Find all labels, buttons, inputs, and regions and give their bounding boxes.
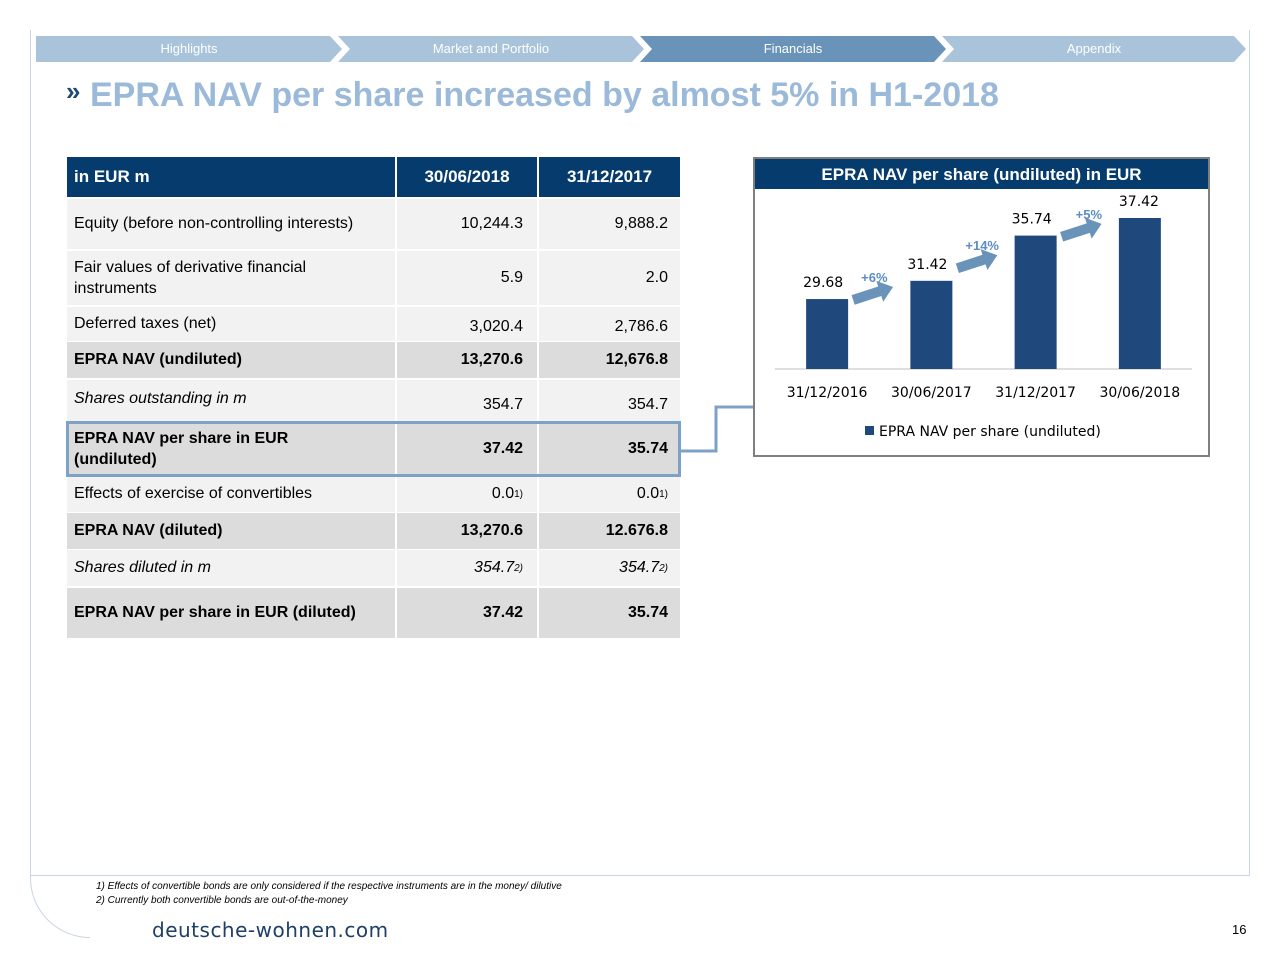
row-label: Fair values of derivative financial inst… — [67, 251, 395, 305]
row-value-2018: 3,020.4 — [397, 307, 537, 341]
value-text: 0.0 — [636, 485, 660, 502]
row-value-2018: 13,270.6 — [397, 342, 537, 378]
row-value-2017: 9,888.2 — [539, 199, 680, 249]
legend-label: EPRA NAV per share (undiluted) — [879, 424, 1101, 440]
bar-value-label: 29.68 — [803, 275, 843, 291]
growth-annotation: +5% — [1076, 207, 1103, 222]
tab-appendix[interactable]: Appendix — [942, 36, 1246, 62]
tab-shape — [338, 36, 644, 62]
page-title: EPRA NAV per share increased by almost 5… — [90, 76, 999, 114]
row-value-2018: 354.7 — [397, 380, 537, 422]
tab-financials[interactable]: Financials — [640, 36, 946, 62]
connector-line — [680, 405, 756, 453]
row-value-2018: 37.42 — [397, 424, 537, 474]
row-value-2017: 0.0 1) — [539, 476, 680, 512]
footnote-ref: 1) — [514, 488, 523, 500]
highlight-box — [66, 421, 681, 477]
value-text: 354.7 — [619, 559, 660, 576]
row-label: Effects of exercise of convertibles — [67, 476, 395, 512]
x-tick-label: 30/06/2017 — [891, 385, 972, 401]
x-tick-label: 30/06/2018 — [1100, 385, 1181, 401]
bar-value-label: 35.74 — [1012, 212, 1052, 228]
row-label: EPRA NAV (diluted) — [67, 513, 395, 549]
bar-1 — [806, 299, 849, 369]
tab-shape — [36, 36, 342, 62]
row-label: EPRA NAV per share in EUR (diluted) — [67, 588, 395, 638]
row-label: Equity (before non-controlling interests… — [67, 199, 395, 249]
row-value-2018: 5.9 — [397, 251, 537, 305]
tab-label: Highlights — [160, 41, 218, 56]
tab-shape — [640, 36, 946, 62]
header-label: in EUR m — [67, 157, 395, 197]
row-label: Shares diluted in m — [67, 550, 395, 586]
legend-swatch — [865, 426, 874, 435]
value-text: 354.7 — [474, 559, 515, 576]
tab-label: Appendix — [1066, 41, 1122, 56]
nav-per-share-chart: EPRA NAV per share (undiluted) in EUR 29… — [753, 157, 1210, 457]
row-label: Deferred taxes (net) — [67, 307, 395, 341]
tab-market-and-portfolio[interactable]: Market and Portfolio — [338, 36, 644, 62]
table-row: Shares diluted in m 354.7 2) 354.7 2) — [67, 550, 680, 586]
row-value-2017: 35.74 — [539, 588, 680, 638]
slide-frame-corner — [30, 876, 90, 938]
growth-arrow-icon — [1060, 217, 1102, 242]
growth-annotation: +6% — [861, 270, 888, 285]
bar-value-label: 37.42 — [1119, 194, 1159, 210]
table-row: EPRA NAV (diluted) 13,270.6 12.676.8 — [67, 513, 680, 549]
footnote-ref: 1) — [659, 488, 668, 500]
row-value-2018: 10,244.3 — [397, 199, 537, 249]
growth-annotation: +14% — [965, 238, 999, 253]
table-row: EPRA NAV per share in EUR (diluted) 37.4… — [67, 588, 680, 638]
x-tick-label: 31/12/2017 — [995, 385, 1076, 401]
bar-value-label: 31.42 — [907, 257, 947, 273]
table-row: EPRA NAV (undiluted) 13,270.6 12,676.8 — [67, 342, 680, 378]
row-value-2018: 13,270.6 — [397, 513, 537, 549]
footnote-1: 1) Effects of convertible bonds are only… — [96, 881, 562, 892]
row-value-2017: 2.0 — [539, 251, 680, 305]
page-number: 16 — [1232, 922, 1247, 937]
title-marker-icon: » — [66, 76, 81, 106]
bar-3 — [1014, 235, 1057, 369]
row-label: EPRA NAV per share in EUR (undiluted) — [67, 424, 395, 474]
tab-label: Market and Portfolio — [432, 41, 550, 56]
chart-plot: 29.68 31/12/2016 31.42 30/06/2017 35.74 31/12… — [775, 194, 1192, 440]
growth-arrow-icon — [851, 280, 894, 305]
row-label: Shares outstanding in m — [67, 380, 395, 422]
tab-label: Financials — [763, 41, 823, 56]
x-tick-label: 31/12/2016 — [787, 385, 868, 401]
footnote-ref: 2) — [659, 562, 668, 574]
row-value-2017: 12.676.8 — [539, 513, 680, 549]
table-row: Deferred taxes (net) 3,020.4 2,786.6 — [67, 307, 680, 341]
footnotes: 1) Effects of convertible bonds are only… — [96, 880, 562, 908]
chart-title: EPRA NAV per share (undiluted) in EUR — [755, 159, 1208, 189]
header-col-2017: 31/12/2017 — [539, 157, 680, 197]
row-label: EPRA NAV (undiluted) — [67, 342, 395, 378]
row-value-2018: 0.0 1) — [397, 476, 537, 512]
footnote-ref: 2) — [514, 562, 523, 574]
value-text: 0.0 — [491, 485, 515, 502]
tab-shape — [942, 36, 1246, 62]
table-row: Fair values of derivative financial inst… — [67, 251, 680, 305]
row-value-2017: 35.74 — [539, 424, 680, 474]
row-value-2017: 2,786.6 — [539, 307, 680, 341]
table-row: Effects of exercise of convertibles 0.0 1… — [67, 476, 680, 512]
header-col-2018: 30/06/2018 — [397, 157, 537, 197]
table-header-row: in EUR m 30/06/2018 31/12/2017 — [67, 157, 680, 197]
footnote-2: 2) Currently both convertible bonds are … — [96, 895, 348, 906]
row-value-2017: 354.7 — [539, 380, 680, 422]
company-logo: deutsche-wohnen.com — [152, 918, 389, 942]
section-navigation: Highlights Market and Portfolio Financia… — [36, 36, 1246, 62]
row-value-2018: 354.7 2) — [397, 550, 537, 586]
row-value-2017: 354.7 2) — [539, 550, 680, 586]
table-row: Shares outstanding in m 354.7 354.7 — [67, 380, 680, 422]
bar-4 — [1118, 218, 1161, 369]
row-value-2017: 12,676.8 — [539, 342, 680, 378]
table-row: EPRA NAV per share in EUR (undiluted) 37… — [67, 424, 680, 474]
table-row: Equity (before non-controlling interests… — [67, 199, 680, 249]
growth-arrow-icon — [955, 249, 998, 273]
tab-highlights[interactable]: Highlights — [36, 36, 342, 62]
row-value-2018: 37.42 — [397, 588, 537, 638]
slide-frame — [30, 30, 1250, 876]
bar-2 — [910, 280, 953, 369]
